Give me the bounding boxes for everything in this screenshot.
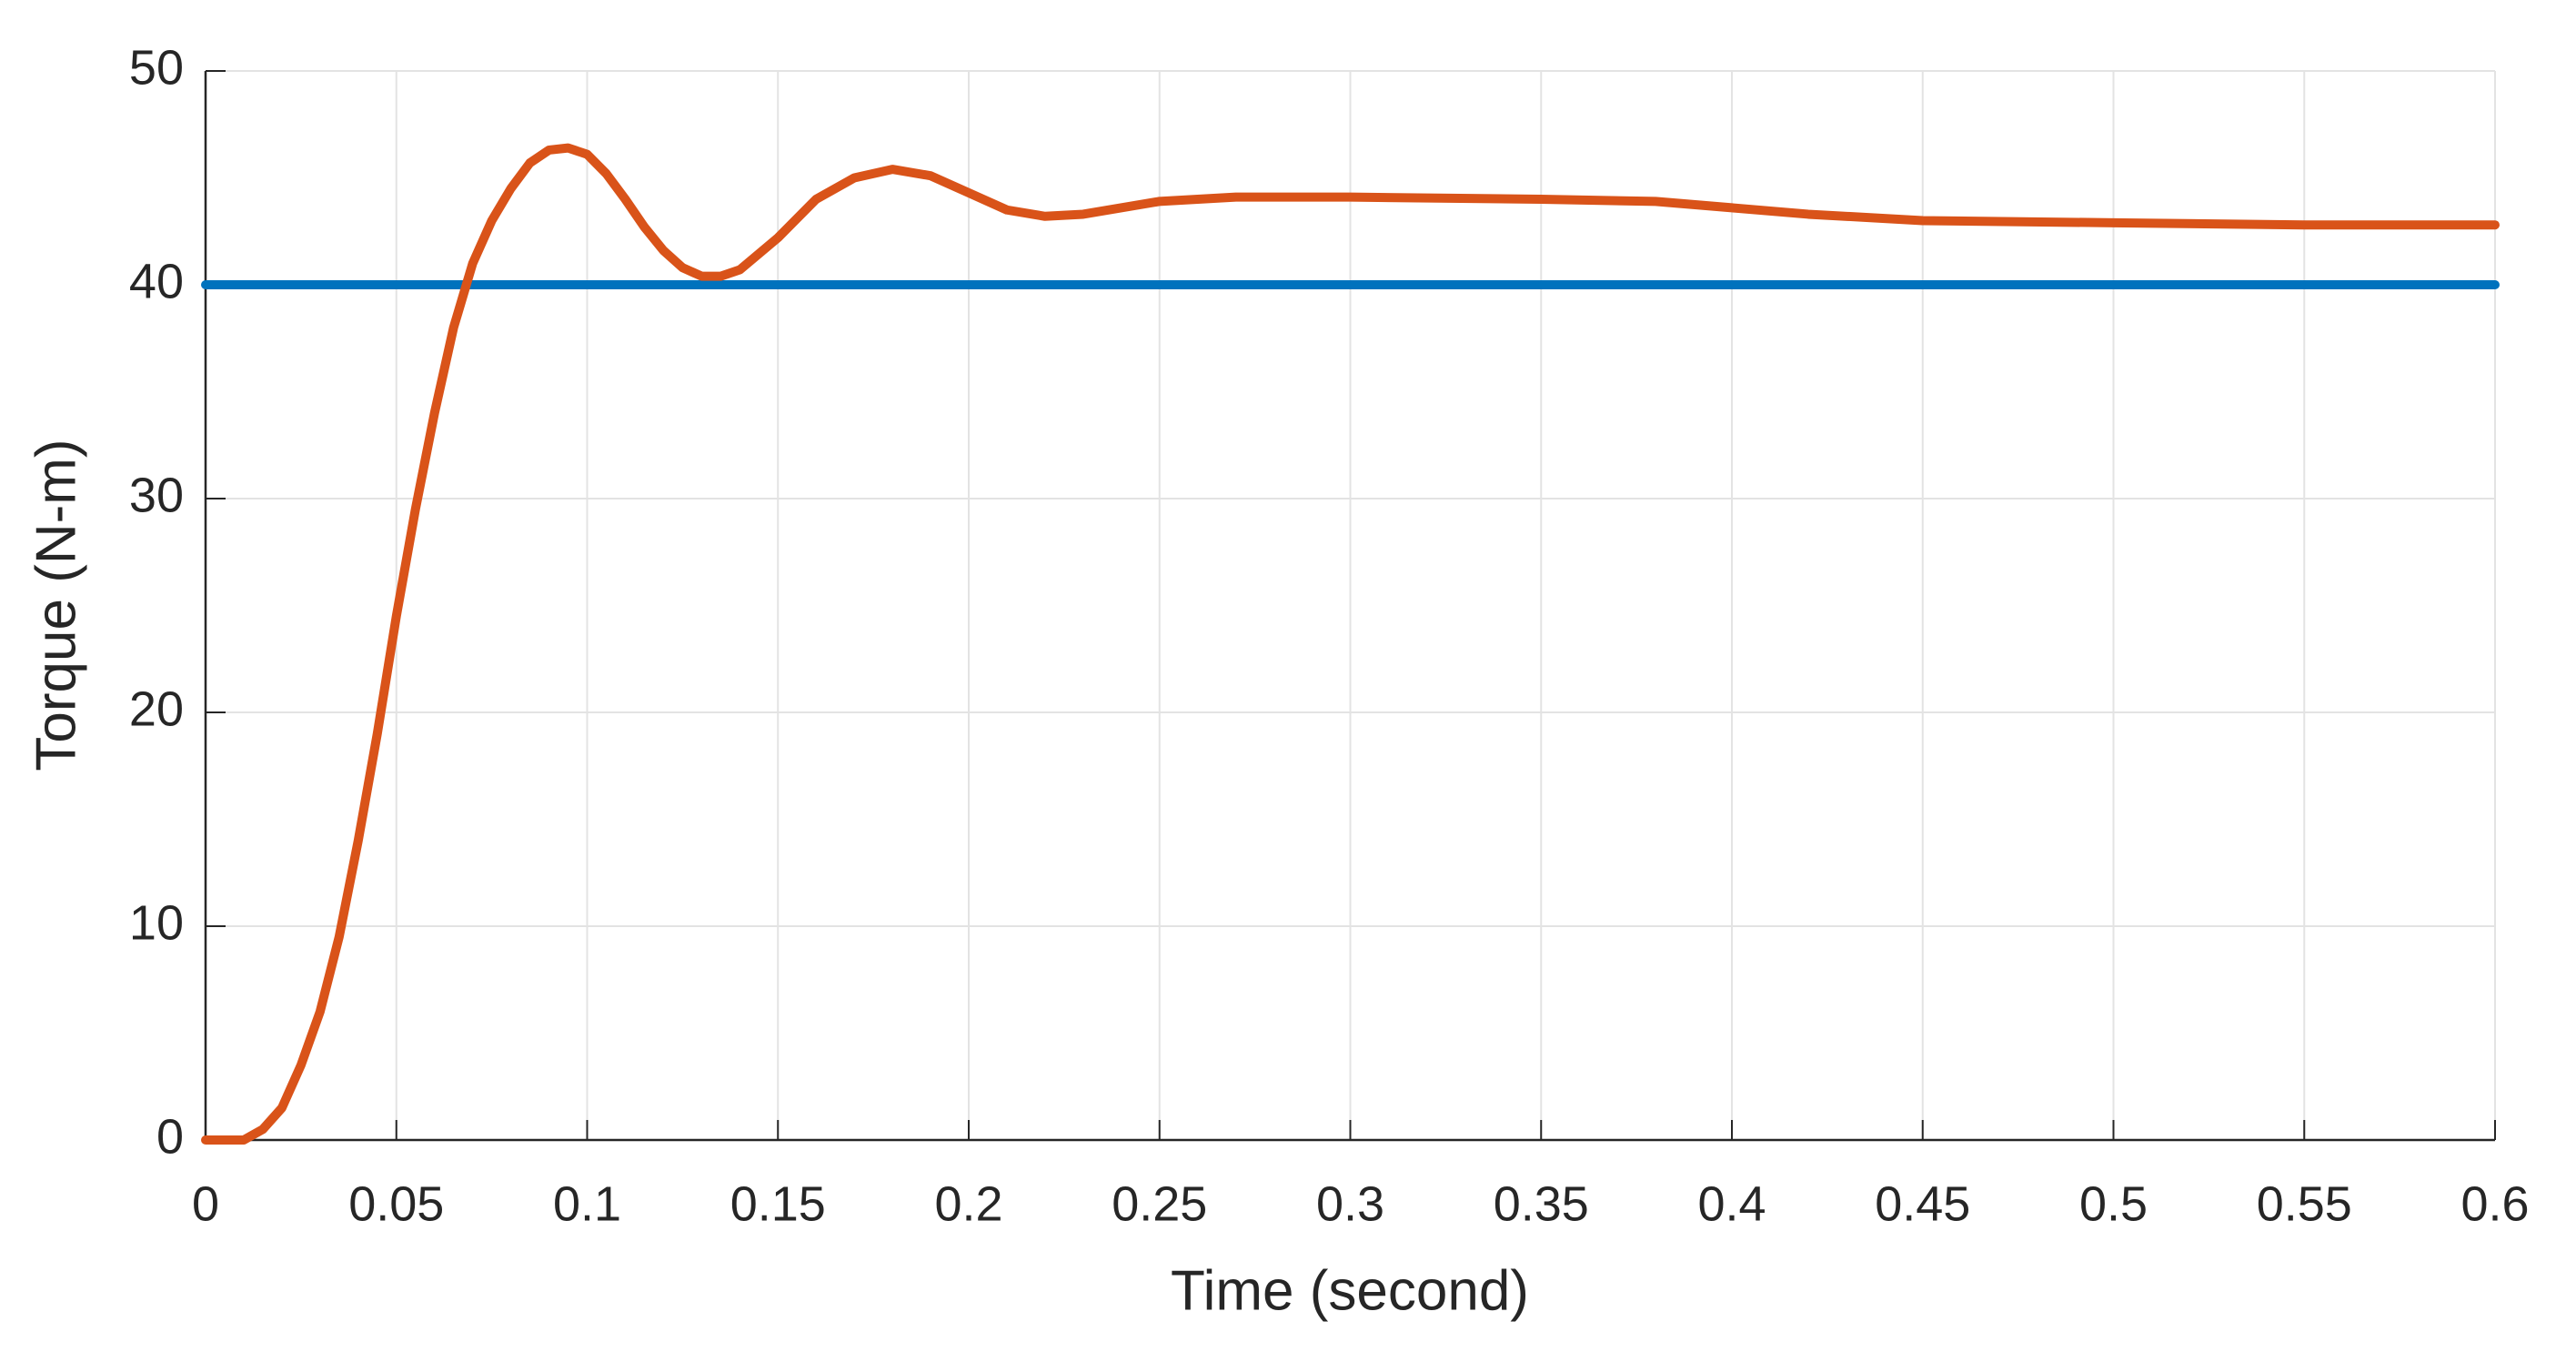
y-tick-label: 0 [156, 1109, 184, 1164]
x-tick-label: 0.55 [2257, 1176, 2352, 1231]
x-tick-label: 0.05 [348, 1176, 444, 1231]
x-tick-label: 0.6 [2460, 1176, 2529, 1231]
x-tick-label: 0.2 [934, 1176, 1002, 1231]
line-series [201, 143, 2500, 1145]
x-tick-label: 0.5 [2079, 1176, 2148, 1231]
y-tick-label: 50 [129, 40, 184, 95]
y-tick-label: 20 [129, 681, 184, 736]
x-tick-label: 0.3 [1316, 1176, 1384, 1231]
y-tick-label: 40 [129, 254, 184, 308]
x-tick-label: 0.4 [1697, 1176, 1766, 1231]
x-tick-label: 0.15 [730, 1176, 826, 1231]
x-tick-label: 0 [192, 1176, 219, 1231]
x-axis-label: Time (second) [1171, 1259, 1529, 1322]
x-tick-label: 0.1 [553, 1176, 621, 1231]
y-tick-label: 30 [129, 468, 184, 522]
x-tick-label: 0.45 [1875, 1176, 1970, 1231]
x-tick-label: 0.35 [1494, 1176, 1589, 1231]
x-tick-label: 0.25 [1112, 1176, 1207, 1231]
y-axis-label: Torque (N-m) [25, 439, 87, 771]
y-tick-label: 10 [129, 895, 184, 950]
